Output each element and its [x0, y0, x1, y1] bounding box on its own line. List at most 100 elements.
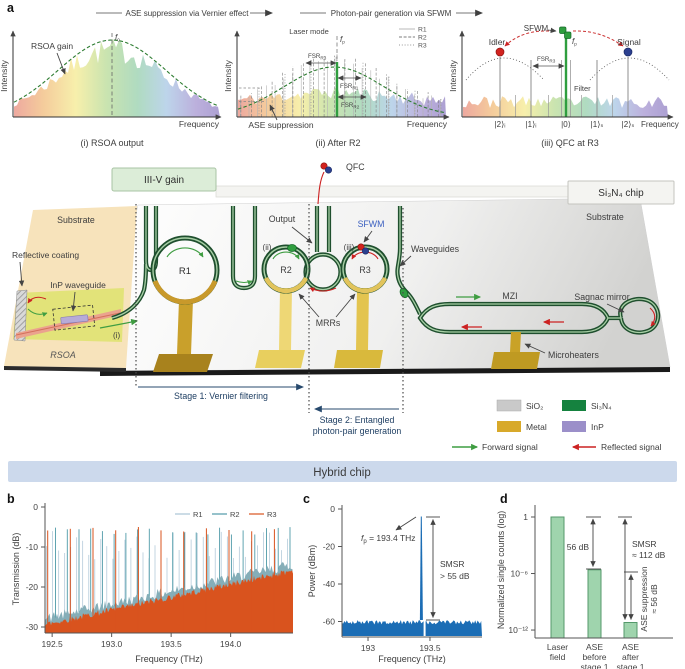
panel-c: c 193 193.5 0 -20 -40 -60 Power (dBm) Frequen…: [303, 492, 482, 664]
tick-label: field: [550, 652, 566, 662]
chip-schematic: III-V gain Si₃N₄ chip: [4, 162, 677, 482]
tick-label: 10⁻¹²: [508, 625, 528, 635]
tick-label: -40: [323, 579, 336, 589]
bar-1: [587, 569, 602, 639]
output-arrow-icon: [291, 226, 313, 244]
substrate-left-label: Substrate: [57, 215, 95, 225]
inp-arrow-icon: [70, 291, 77, 312]
plot3-filter-label: Filter: [574, 84, 591, 93]
r1-cw-arrow-icon: [166, 247, 204, 258]
materials-legend: SiO₂ Si₃N₄ Metal InP Forward signal Refl…: [452, 399, 662, 452]
ring-r2-heater-arc: [263, 276, 309, 294]
chip-header-strip: [215, 185, 569, 198]
sfwm-arrow-icon: [363, 230, 373, 243]
reflected-signal-label: Reflected signal: [601, 442, 662, 452]
metal-swatch-icon: [497, 421, 521, 432]
ket-1s: |1⟩ₛ: [591, 120, 604, 129]
tick-label: ASE: [586, 642, 603, 652]
si3n4-substrate-edge: [100, 367, 670, 376]
panel-c-ylabel: Power (dBm): [307, 545, 317, 598]
flow2-label: Photon-pair generation via SFWM: [331, 9, 452, 18]
plot1-f0-label: f0: [115, 33, 120, 43]
hybrid-chip-label: Hybrid chip: [313, 467, 371, 479]
flow1-label: ASE suppression via Vernier effect: [125, 9, 249, 18]
panel-d-ase-label2: ≈ 56 dB: [649, 584, 659, 614]
tick-label: 194.0: [220, 639, 242, 649]
panel-a-letter: a: [7, 1, 15, 15]
coupler-reflected-arrow-icon: [309, 287, 337, 293]
mzi-label: MZI: [502, 291, 517, 301]
plot2-legend-r3: R3: [418, 43, 427, 50]
bar-0: [550, 516, 565, 639]
panel-c-smsr-label2: > 55 dB: [440, 571, 470, 581]
iii-v-substrate-edge: [4, 366, 126, 372]
plot-after-r2: Intensity Frequency Laser mode fp R1 R2 …: [223, 27, 450, 148]
plot3-ylabel: Intensity: [448, 59, 458, 91]
mrrs-label: MRRs: [316, 318, 341, 328]
plot2-legend-r1: R1: [418, 27, 427, 34]
panel-d-ase-annotation: ASE suppression ≈ 56 dB: [639, 566, 659, 631]
r3-signal-photon-icon: [361, 247, 369, 255]
plot1-xlabel: Frequency: [179, 119, 220, 129]
ring-resonators: [150, 235, 390, 305]
ket-0: |0⟩: [561, 120, 571, 129]
qfc-emission-path-icon: [317, 171, 325, 205]
tick-label: 193: [361, 643, 375, 653]
tick-label: 10⁻⁶: [511, 569, 528, 579]
plot3-sfwm-label: SFWM: [524, 24, 549, 33]
bar-2: [623, 622, 638, 639]
plot2-legend: R1 R2 R3: [399, 27, 427, 50]
plot-qfc-r3: Intensity SFWM Idler Signal fp FSRR3 Fil…: [448, 24, 679, 148]
plot2-ase-label: ASE suppression: [248, 120, 313, 130]
chip-input-arrow-icon: [99, 318, 139, 329]
panel-b: b 192.5 193.0 193.5 194.0 0 -10 -20 -30 Transmi…: [7, 492, 293, 664]
panel-b-xlabel: Frequency (THz): [135, 654, 203, 664]
sio2-label: SiO₂: [526, 401, 543, 411]
coupler-forward-arrow-icon: [235, 280, 253, 285]
tick-label: -20: [26, 582, 39, 592]
tick-label: 193.0: [101, 639, 123, 649]
plot2-fsr-mid-label: FSRR1: [340, 83, 359, 91]
reflective-coating-shape: [13, 289, 28, 342]
plot3-caption: (iii) QFC at R3: [541, 138, 599, 148]
ring-r1-heater-arc: [152, 280, 218, 305]
plot3-signal-label: Signal: [617, 37, 641, 47]
stage2-label-line1: Stage 2: Entangled: [320, 415, 395, 425]
tick-label: 193.5: [419, 643, 441, 653]
mrrs-arrow1-icon: [298, 293, 320, 318]
panel-d-smsr-label2: ≈ 112 dB: [632, 550, 666, 560]
iii-v-gain-box: [111, 167, 217, 192]
panel-c-fp-annotation: fp = 193.4 THz: [361, 533, 415, 545]
rsoa-reflected-arrow-icon: [27, 296, 47, 304]
sagnac-reflected-arrow-icon: [649, 307, 656, 327]
plot3-fsr-label: FSRR3: [537, 56, 556, 64]
r2-cw-arrow-icon: [272, 251, 300, 260]
pump-photon-icon: [564, 31, 572, 39]
panel-d-ylabel: Normalized single counts (log): [496, 511, 506, 629]
tick-label: 0: [330, 504, 335, 514]
inp-swatch-icon: [562, 421, 586, 432]
plot1-ylabel: Intensity: [0, 59, 9, 91]
mark-iii-label: (iii): [344, 243, 355, 252]
qfc-idler-photon-icon: [320, 162, 328, 170]
reflective-coating-label: Reflective coating: [12, 250, 79, 260]
tick-label: -20: [323, 542, 336, 552]
plot3-signal-arc-icon: [572, 30, 624, 47]
signal-photon-icon: [623, 47, 633, 57]
mark-ii-label: (ii): [263, 243, 272, 252]
coupling-dot-r2-icon: [287, 244, 297, 252]
plot2-laser-mode-label: Laser mode: [289, 27, 329, 36]
iii-v-gain-label: III-V gain: [144, 175, 184, 186]
tick-label: 0: [33, 502, 38, 512]
ket-2i: |2⟩ᵢ: [495, 120, 506, 129]
tick-label: -30: [26, 622, 39, 632]
plot2-ylabel: Intensity: [223, 59, 233, 91]
stage-divider-lines: [135, 204, 404, 413]
si3n4-label: Si₃N₄: [591, 401, 612, 411]
plot1-gain-label: RSOA gain: [31, 41, 73, 51]
plot2-xlabel: Frequency: [407, 119, 448, 129]
mark-i-label: (i): [113, 331, 120, 340]
